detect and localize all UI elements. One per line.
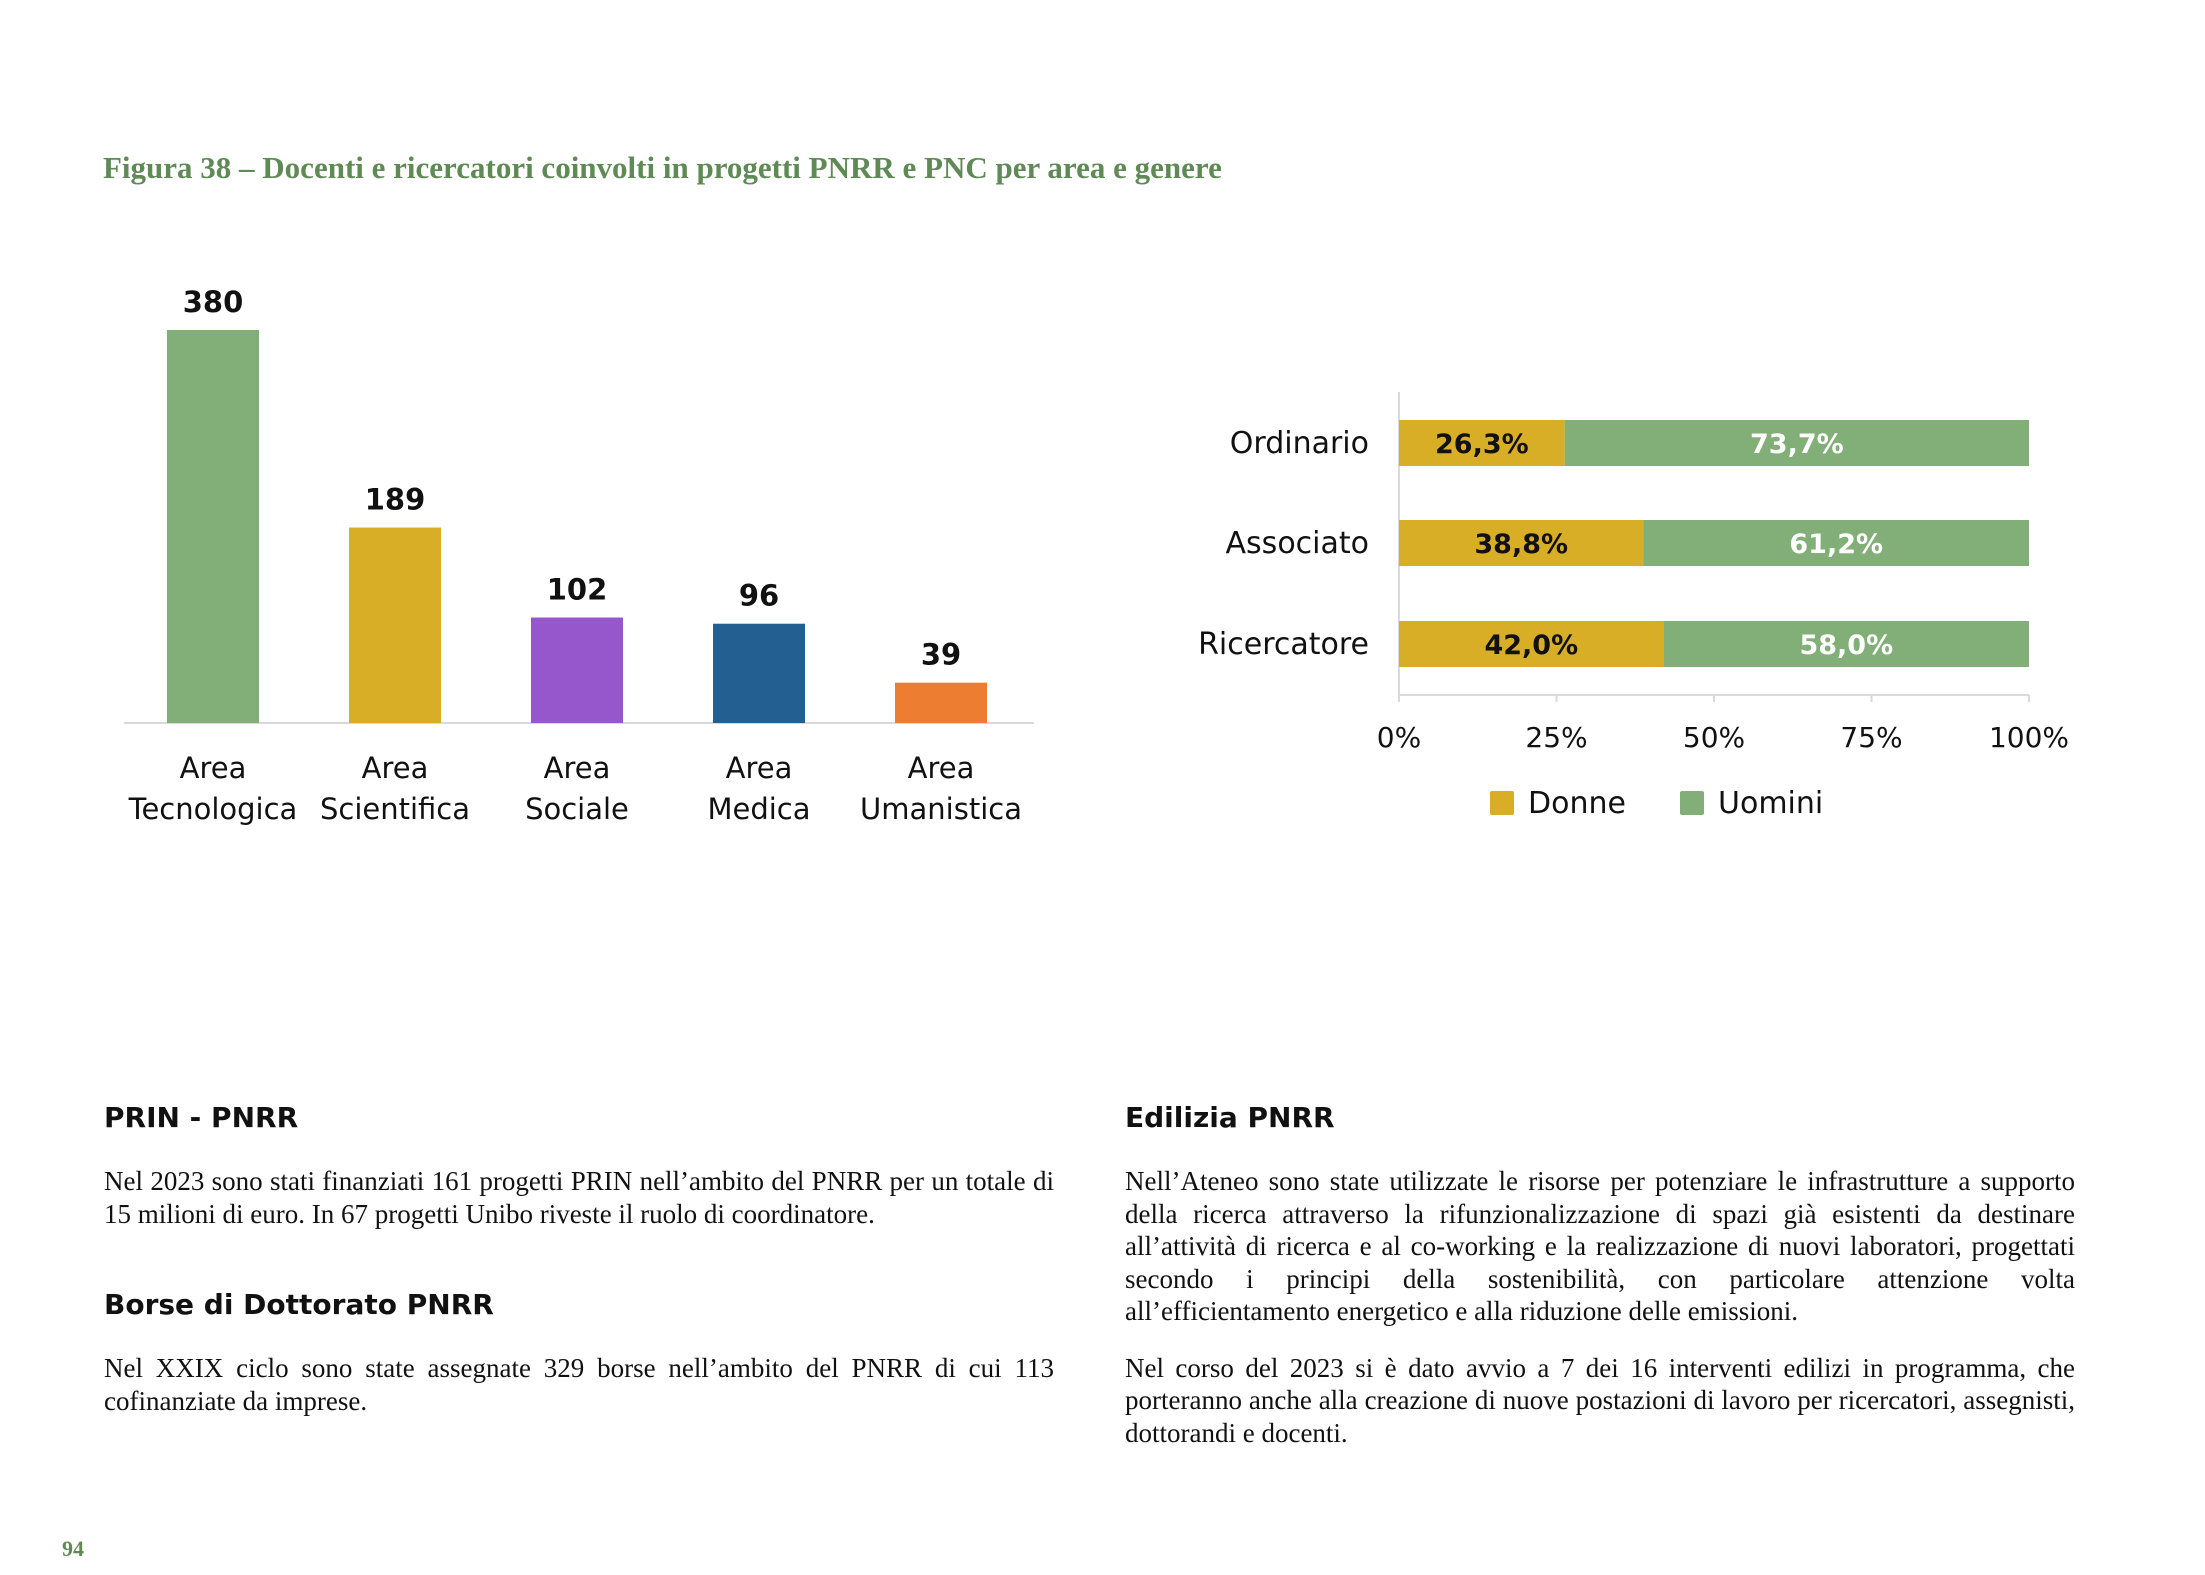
bar — [713, 623, 805, 723]
bar — [895, 682, 987, 723]
edilizia-paragraph-2: Nel corso del 2023 si è dato avvio a 7 d… — [1125, 1352, 2075, 1448]
bar — [167, 330, 259, 723]
legend-label: Donne — [1528, 786, 1626, 821]
data-label: 189 — [365, 483, 426, 517]
category-label: Ordinario — [1230, 426, 1369, 461]
bar — [531, 617, 623, 723]
data-label: 102 — [547, 573, 608, 607]
x-tick-label: 75% — [1840, 721, 1902, 754]
bar-segment — [1399, 621, 1664, 667]
area-bar-chart: 380 Area Tecnologica 189 Area Scientifica 102 A… — [124, 285, 1034, 826]
bar-segment — [1643, 520, 2029, 566]
prin-paragraph: Nel 2023 sono stati finanziati 161 proge… — [104, 1166, 1054, 1229]
bar-segment — [1399, 520, 1644, 566]
data-label: 96 — [739, 579, 779, 613]
borse-heading: Borse di Dottorato PNRR — [104, 1288, 494, 1321]
gender-stacked-bar-chart: 0% 25% 50% 75% 100% Ordinario 26,3% 73,7% Associ… — [1198, 392, 2069, 821]
data-label: 73,7% — [1750, 429, 1844, 460]
borse-paragraph: Nel XXIX ciclo sono state assegnate 329 … — [104, 1353, 1054, 1416]
x-tick-label: 100% — [1989, 721, 2069, 754]
x-tick-label: 0% — [1377, 721, 1421, 754]
category-label: Area Medica — [707, 751, 810, 826]
x-tick-label: 50% — [1683, 721, 1745, 754]
data-label: 26,3% — [1435, 429, 1529, 460]
edilizia-paragraph-1: Nell’Ateneo sono state utilizzate le ris… — [1125, 1166, 2075, 1326]
edilizia-heading: Edilizia PNRR — [1125, 1101, 1335, 1134]
right-column: Edilizia PNRR Nell’Ateneo sono state uti… — [1125, 1101, 2075, 1449]
legend-swatch — [1680, 791, 1704, 815]
category-label: Ricercatore — [1198, 627, 1369, 662]
figure-title: Figura 38 – Docenti e ricercatori coinvo… — [103, 150, 1222, 185]
category-label: Area Tecnologica — [128, 751, 298, 826]
legend-swatch — [1490, 791, 1514, 815]
category-label: Associato — [1226, 526, 1369, 561]
legend-label: Uomini — [1718, 786, 1823, 821]
prin-heading: PRIN - PNRR — [104, 1101, 299, 1134]
data-label: 380 — [183, 285, 244, 319]
bar-segment — [1564, 420, 2029, 466]
data-label: 38,8% — [1474, 529, 1568, 560]
data-label: 39 — [921, 638, 961, 672]
category-label: Area Sociale — [525, 751, 629, 826]
bar-segment — [1663, 621, 2029, 667]
page-number: 94 — [62, 1536, 84, 1561]
category-label: Area Scientifica — [320, 751, 470, 826]
bar — [349, 527, 441, 723]
category-label: Area Umanistica — [860, 751, 1022, 826]
bar-segment — [1399, 420, 1565, 466]
x-tick-label: 25% — [1525, 721, 1587, 754]
left-column: PRIN - PNRR Nel 2023 sono stati finanzia… — [104, 1101, 1054, 1417]
data-label: 42,0% — [1484, 630, 1578, 661]
data-label: 58,0% — [1799, 630, 1893, 661]
data-label: 61,2% — [1789, 529, 1883, 560]
